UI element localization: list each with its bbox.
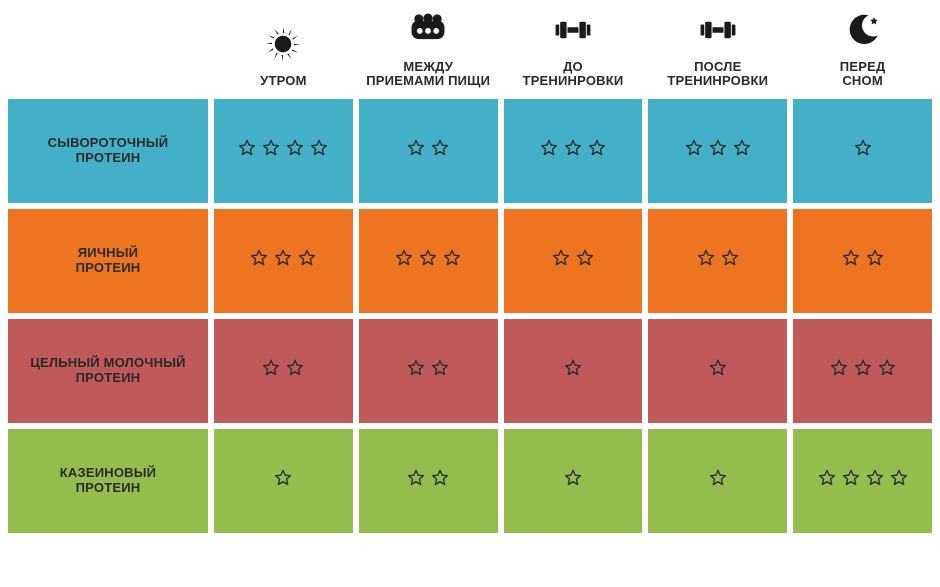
cell-whey-after bbox=[648, 99, 787, 203]
cell-milk-morning bbox=[214, 319, 353, 423]
star-icon bbox=[575, 248, 595, 273]
sun-icon bbox=[261, 22, 305, 66]
cell-egg-before bbox=[504, 209, 643, 313]
star-icon bbox=[720, 248, 740, 273]
cell-casein-bedtime bbox=[793, 429, 932, 533]
cell-casein-after bbox=[648, 429, 787, 533]
cell-whey-morning bbox=[214, 99, 353, 203]
star-icon bbox=[285, 358, 305, 383]
star-icon bbox=[273, 468, 293, 493]
cell-egg-between bbox=[359, 209, 498, 313]
star-icon bbox=[418, 248, 438, 273]
star-icon bbox=[430, 468, 450, 493]
header-spacer bbox=[8, 8, 208, 93]
star-icon bbox=[551, 248, 571, 273]
cell-milk-before bbox=[504, 319, 643, 423]
star-icon bbox=[829, 358, 849, 383]
star-icon bbox=[563, 468, 583, 493]
cell-egg-morning bbox=[214, 209, 353, 313]
star-icon bbox=[708, 138, 728, 163]
star-icon bbox=[563, 358, 583, 383]
dumbbell-icon bbox=[696, 8, 740, 52]
star-icon bbox=[889, 468, 909, 493]
cell-whey-bedtime bbox=[793, 99, 932, 203]
row-label-egg: ЯИЧНЫЙ ПРОТЕИН bbox=[8, 209, 208, 313]
star-icon bbox=[273, 248, 293, 273]
dumbbell-icon bbox=[551, 8, 595, 52]
col-header-morning: УТРОМ bbox=[214, 8, 353, 93]
eggs-icon bbox=[406, 8, 450, 52]
col-header-label: ПОСЛЕ ТРЕНИНРОВКИ bbox=[667, 60, 768, 89]
col-header-label: ПЕРЕД СНОМ bbox=[840, 60, 886, 89]
cell-casein-between bbox=[359, 429, 498, 533]
cell-casein-morning bbox=[214, 429, 353, 533]
cell-casein-before bbox=[504, 429, 643, 533]
star-icon bbox=[430, 138, 450, 163]
star-icon bbox=[442, 248, 462, 273]
cell-milk-after bbox=[648, 319, 787, 423]
row-label-milk: ЦЕЛЬНЫЙ МОЛОЧНЫЙ ПРОТЕИН bbox=[8, 319, 208, 423]
star-icon bbox=[684, 138, 704, 163]
row-label-text: КАЗЕИНОВЫЙ ПРОТЕИН bbox=[60, 466, 156, 496]
star-icon bbox=[261, 358, 281, 383]
star-icon bbox=[430, 358, 450, 383]
star-icon bbox=[406, 468, 426, 493]
cell-whey-between bbox=[359, 99, 498, 203]
col-header-label: УТРОМ bbox=[260, 74, 306, 88]
star-icon bbox=[708, 468, 728, 493]
star-icon bbox=[406, 358, 426, 383]
cell-egg-after bbox=[648, 209, 787, 313]
star-icon bbox=[285, 138, 305, 163]
star-icon bbox=[865, 248, 885, 273]
col-header-bedtime: ПЕРЕД СНОМ bbox=[793, 8, 932, 93]
star-icon bbox=[708, 358, 728, 383]
star-icon bbox=[696, 248, 716, 273]
star-icon bbox=[563, 138, 583, 163]
star-icon bbox=[249, 248, 269, 273]
protein-timing-table: УТРОМ МЕЖДУ ПРИЕМАМИ ПИЩИ ДО ТРЕНИНРОВКИ… bbox=[8, 8, 932, 533]
col-header-label: ДО ТРЕНИНРОВКИ bbox=[523, 60, 624, 89]
star-icon bbox=[539, 138, 559, 163]
row-label-text: ЦЕЛЬНЫЙ МОЛОЧНЫЙ ПРОТЕИН bbox=[30, 356, 185, 386]
star-icon bbox=[394, 248, 414, 273]
star-icon bbox=[732, 138, 752, 163]
moon-icon bbox=[841, 8, 885, 52]
row-label-casein: КАЗЕИНОВЫЙ ПРОТЕИН bbox=[8, 429, 208, 533]
star-icon bbox=[865, 468, 885, 493]
cell-milk-bedtime bbox=[793, 319, 932, 423]
row-label-whey: СЫВОРОТОЧНЫЙ ПРОТЕИН bbox=[8, 99, 208, 203]
row-label-text: СЫВОРОТОЧНЫЙ ПРОТЕИН bbox=[48, 136, 169, 166]
star-icon bbox=[853, 138, 873, 163]
col-header-after: ПОСЛЕ ТРЕНИНРОВКИ bbox=[648, 8, 787, 93]
star-icon bbox=[261, 138, 281, 163]
star-icon bbox=[877, 358, 897, 383]
star-icon bbox=[853, 358, 873, 383]
star-icon bbox=[841, 248, 861, 273]
star-icon bbox=[237, 138, 257, 163]
star-icon bbox=[309, 138, 329, 163]
cell-milk-between bbox=[359, 319, 498, 423]
row-label-text: ЯИЧНЫЙ ПРОТЕИН bbox=[76, 246, 141, 276]
star-icon bbox=[406, 138, 426, 163]
star-icon bbox=[817, 468, 837, 493]
cell-egg-bedtime bbox=[793, 209, 932, 313]
cell-whey-before bbox=[504, 99, 643, 203]
star-icon bbox=[587, 138, 607, 163]
star-icon bbox=[297, 248, 317, 273]
col-header-between: МЕЖДУ ПРИЕМАМИ ПИЩИ bbox=[359, 8, 498, 93]
col-header-before: ДО ТРЕНИНРОВКИ bbox=[504, 8, 643, 93]
star-icon bbox=[841, 468, 861, 493]
col-header-label: МЕЖДУ ПРИЕМАМИ ПИЩИ bbox=[366, 60, 490, 89]
